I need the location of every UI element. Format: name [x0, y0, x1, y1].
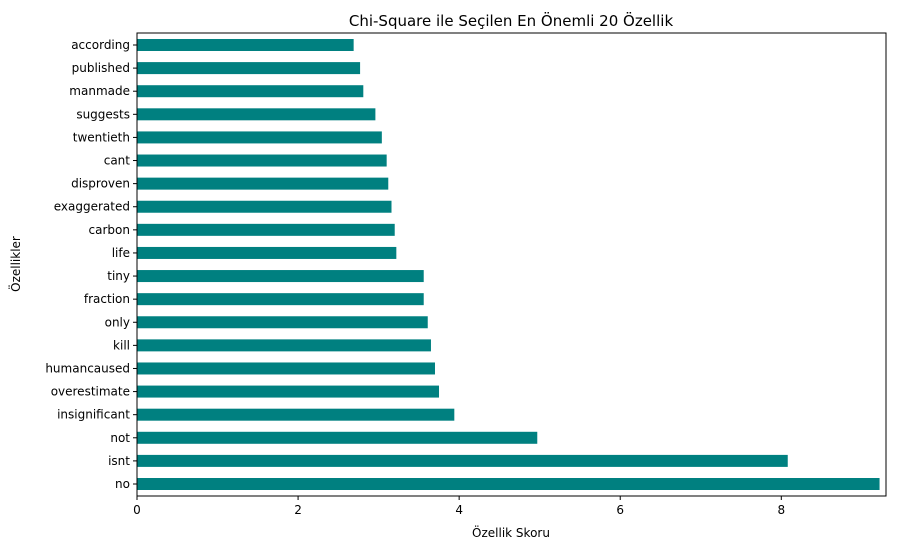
y-tick-label: cant: [104, 154, 131, 168]
y-tick-label: exaggerated: [54, 200, 130, 214]
bar-cant: [137, 154, 387, 167]
y-tick-label: according: [71, 38, 130, 52]
bar-suggests: [137, 108, 376, 121]
bar-isnt: [137, 454, 788, 467]
y-axis-label: Özellikler: [7, 236, 23, 292]
bar-disproven: [137, 177, 389, 190]
y-tick-label: only: [105, 315, 130, 329]
bar-twentieth: [137, 131, 382, 144]
y-tick-label: insignificant: [57, 408, 130, 422]
x-tick-label: 2: [294, 503, 302, 517]
bar-published: [137, 62, 361, 75]
y-tick-label: manmade: [69, 84, 130, 98]
bar-kill: [137, 339, 431, 352]
bar-humancaused: [137, 362, 435, 375]
bar-overestimate: [137, 385, 440, 398]
bar-carbon: [137, 223, 395, 236]
y-tick-label: twentieth: [73, 130, 130, 144]
y-tick-label: humancaused: [45, 361, 130, 375]
y-tick-label: not: [110, 431, 130, 445]
x-tick-label: 8: [777, 503, 785, 517]
x-tick-label: 0: [133, 503, 141, 517]
bar-insignificant: [137, 408, 455, 421]
plot-frame: [136, 32, 887, 497]
y-tick-label: suggests: [76, 107, 130, 121]
bar-life: [137, 246, 397, 259]
bar-tiny: [137, 270, 424, 283]
y-tick-label: no: [115, 477, 130, 491]
bars-group: [137, 39, 880, 490]
x-axis-label: Özellik Skoru: [472, 524, 550, 540]
chart-title: Chi-Square ile Seçilen En Önemli 20 Özel…: [349, 11, 674, 30]
bar-according: [137, 39, 354, 51]
y-tick-label: isnt: [108, 454, 130, 468]
bar-not: [137, 431, 538, 444]
y-tick-label: carbon: [89, 223, 130, 237]
bar-only: [137, 316, 428, 329]
y-ticks-group: no isnt not insignificant overestimate humanc…: [45, 38, 137, 491]
bar-exaggerated: [137, 200, 392, 213]
x-ticks-group: 0 2 4 6 8: [133, 496, 785, 517]
y-tick-label: disproven: [71, 177, 130, 191]
bar-manmade: [137, 85, 364, 98]
y-tick-label: life: [112, 246, 130, 260]
x-tick-label: 4: [455, 503, 463, 517]
bar-no: [137, 478, 880, 490]
x-tick-label: 6: [616, 503, 624, 517]
y-tick-label: overestimate: [51, 385, 130, 399]
y-tick-label: tiny: [107, 269, 130, 283]
y-tick-label: fraction: [84, 292, 130, 306]
y-tick-label: kill: [113, 338, 130, 352]
bar-fraction: [137, 293, 424, 306]
y-tick-label: published: [72, 61, 130, 75]
